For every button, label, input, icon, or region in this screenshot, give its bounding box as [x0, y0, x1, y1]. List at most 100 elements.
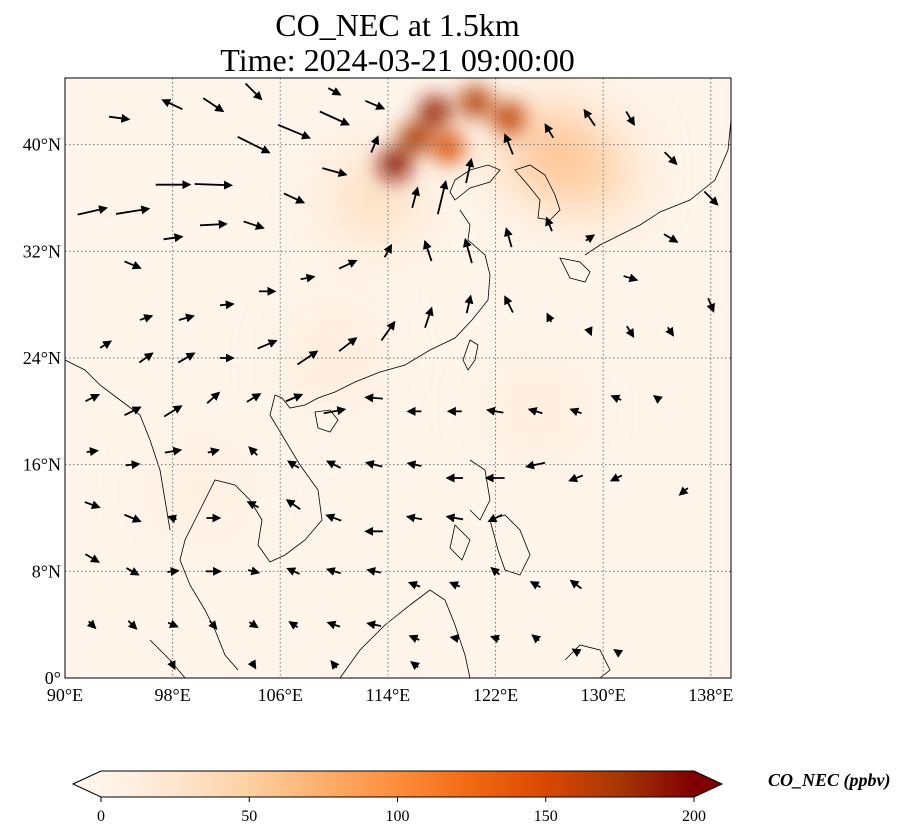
- wind-arrow: [178, 313, 195, 323]
- wind-arrow: [285, 393, 304, 403]
- wind-arrow: [569, 579, 583, 590]
- wind-arrow: [613, 649, 624, 658]
- wind-arrow: [610, 394, 622, 404]
- wind-arrow: [84, 553, 100, 563]
- concentration-blob: [493, 102, 525, 134]
- wind-arrow: [652, 394, 663, 404]
- wind-arrow: [163, 233, 184, 243]
- wind-arrow: [445, 513, 464, 523]
- wind-arrow: [323, 406, 347, 416]
- wind-arrow: [706, 297, 715, 313]
- wind-arrow: [287, 460, 300, 470]
- wind-arrow: [207, 447, 220, 457]
- map-panel: 90°E 98°E 106°E 114°E 122°E 130°E 138°E 0° 8°N 1…: [23, 77, 733, 705]
- wind-arrow: [485, 406, 504, 416]
- wind-arrow: [448, 581, 461, 590]
- concentration-blob: [161, 453, 238, 530]
- x-tick-label: 122°E: [473, 685, 518, 705]
- wind-arrow: [529, 581, 541, 590]
- colorbar-tick-label: 50: [241, 808, 257, 825]
- wind-arrow: [194, 180, 233, 190]
- wind-arrow: [167, 619, 179, 628]
- colorbar-tick-label: 100: [386, 808, 410, 825]
- wind-arrow: [625, 325, 635, 339]
- coastline-philippines: [449, 459, 531, 576]
- y-tick-label: 16°N: [23, 455, 61, 475]
- y-axis: 0° 8°N 16°N 24°N 32°N 40°N: [23, 135, 61, 688]
- wind-arrow: [583, 108, 596, 127]
- wind-arrow: [487, 513, 503, 523]
- wind-arrow: [163, 405, 183, 418]
- wind-arrow: [296, 350, 319, 366]
- concentration-blob: [419, 95, 451, 128]
- wind-arrow: [244, 82, 263, 101]
- wind-arrow: [319, 110, 351, 126]
- y-tick-label: 8°N: [32, 561, 61, 581]
- wind-arrow: [665, 326, 675, 337]
- wind-arrow: [338, 259, 358, 270]
- wind-arrow: [206, 391, 221, 404]
- wind-arrow: [283, 192, 306, 204]
- wind-arrow: [86, 447, 99, 457]
- x-tick-label: 98°E: [155, 685, 191, 705]
- wind-arrow: [464, 294, 474, 314]
- wind-arrow: [545, 216, 554, 232]
- wind-arrow: [366, 567, 382, 576]
- colorbar-tick-label: 200: [682, 808, 706, 825]
- wind-arrow: [623, 273, 639, 283]
- wind-arrow: [327, 87, 342, 96]
- map-frame: [64, 77, 732, 679]
- wind-arrow: [571, 648, 582, 657]
- y-tick-label: 0°: [45, 668, 61, 688]
- wind-arrow: [248, 446, 258, 456]
- wind-arrow: [609, 473, 623, 482]
- wind-arrow: [277, 124, 311, 140]
- wind-arrow: [411, 186, 420, 208]
- wind-arrow: [406, 460, 422, 470]
- wind-arrow: [364, 393, 383, 403]
- wind-arrow: [424, 306, 434, 329]
- wind-arrow: [408, 634, 420, 644]
- wind-arrow: [489, 634, 500, 644]
- chart-title: CO_NEC at 1.5km: [275, 7, 520, 43]
- wind-arrow: [85, 393, 101, 403]
- wind-arrow: [546, 312, 555, 323]
- wind-arrow: [366, 620, 382, 630]
- coastline-sumatra: [149, 639, 186, 678]
- colorbar-tick-label: 0: [97, 808, 105, 825]
- wind-arrow: [127, 620, 138, 630]
- colorbar-under-extension: [73, 771, 101, 797]
- wind-arrow: [138, 352, 154, 364]
- wind-arrow: [490, 566, 501, 577]
- wind-arrow: [84, 500, 101, 510]
- wind-arrow: [410, 660, 421, 671]
- wind-arrow: [585, 234, 596, 244]
- wind-arrow: [703, 190, 719, 206]
- wind-arrow: [167, 660, 176, 671]
- wind-arrow: [370, 135, 380, 153]
- wind-arrow: [325, 513, 342, 523]
- wind-arrow: [504, 227, 513, 248]
- colorbar-ticks: 0 50 100 150 200: [97, 797, 706, 825]
- concentration-field: [378, 86, 525, 181]
- wind-arrow: [465, 157, 475, 184]
- wind-arrow: [99, 340, 113, 350]
- wind-arrow: [322, 167, 348, 177]
- wind-arrow: [247, 659, 257, 670]
- wind-arrow: [326, 620, 341, 630]
- concentration-blob: [378, 148, 411, 181]
- wind-arrow: [365, 99, 386, 110]
- wind-arrow: [246, 393, 262, 403]
- wind-arrow: [678, 486, 689, 496]
- wind-arrow: [108, 113, 131, 123]
- wind-arrow: [330, 660, 340, 670]
- wind-arrow: [436, 179, 449, 215]
- wind-arrow: [325, 460, 341, 469]
- wind-arrow: [167, 514, 177, 524]
- wind-arrow: [219, 300, 235, 310]
- wind-arrow: [248, 619, 259, 629]
- wind-arrow: [124, 260, 142, 270]
- colorbar-tick-label: 150: [534, 808, 558, 825]
- coastline-borneo: [339, 589, 471, 678]
